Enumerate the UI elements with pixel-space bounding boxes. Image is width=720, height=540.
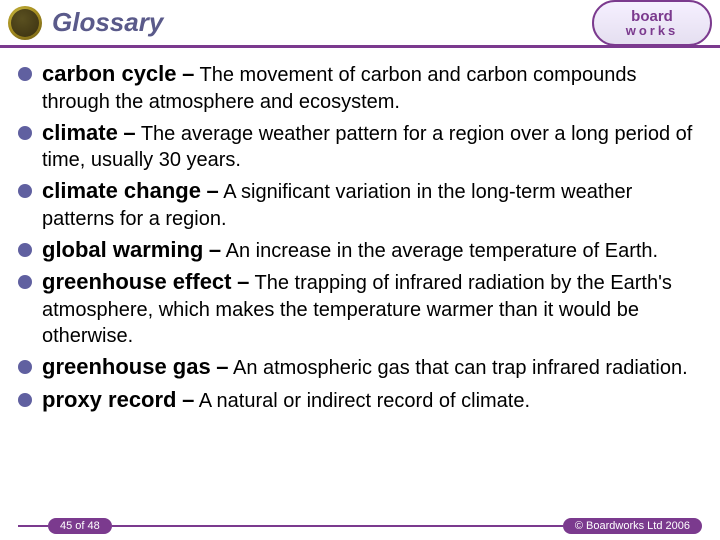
entry-text: greenhouse gas – An atmospheric gas that…	[42, 353, 688, 382]
term: proxy record	[42, 387, 177, 412]
definition: An increase in the average temperature o…	[226, 240, 658, 262]
footer-line	[18, 525, 48, 527]
term: climate	[42, 120, 118, 145]
term: global warming	[42, 237, 203, 262]
logo-text-bottom: works	[626, 24, 679, 37]
dash: –	[216, 354, 228, 379]
bullet-icon	[18, 393, 32, 407]
glossary-entry: greenhouse gas – An atmospheric gas that…	[18, 353, 702, 382]
bullet-icon	[18, 275, 32, 289]
glossary-entry: climate change – A significant variation…	[18, 177, 702, 232]
definition: A natural or indirect record of climate.	[199, 390, 530, 412]
bullet-icon	[18, 67, 32, 81]
page-number: 45 of 48	[48, 518, 112, 534]
term: carbon cycle	[42, 61, 177, 86]
glossary-entry: global warming – An increase in the aver…	[18, 236, 702, 265]
glossary-entry: greenhouse effect – The trapping of infr…	[18, 268, 702, 349]
boardworks-logo: board works	[592, 0, 712, 46]
dash: –	[182, 61, 194, 86]
glossary-entry: climate – The average weather pattern fo…	[18, 119, 702, 174]
dash: –	[209, 237, 221, 262]
header-icon	[8, 6, 42, 40]
bullet-icon	[18, 184, 32, 198]
entry-text: climate change – A significant variation…	[42, 177, 702, 232]
logo-text-top: board	[631, 9, 673, 24]
footer: 45 of 48 © Boardworks Ltd 2006	[0, 518, 720, 534]
glossary-entry: proxy record – A natural or indirect rec…	[18, 386, 702, 415]
entry-text: greenhouse effect – The trapping of infr…	[42, 268, 702, 349]
entry-text: carbon cycle – The movement of carbon an…	[42, 60, 702, 115]
glossary-entry: carbon cycle – The movement of carbon an…	[18, 60, 702, 115]
bullet-icon	[18, 243, 32, 257]
term: greenhouse gas	[42, 354, 211, 379]
dash: –	[207, 178, 219, 203]
glossary-list: carbon cycle – The movement of carbon an…	[0, 48, 720, 414]
copyright: © Boardworks Ltd 2006	[563, 518, 702, 534]
page-title: Glossary	[52, 7, 592, 38]
bullet-icon	[18, 360, 32, 374]
term: greenhouse effect	[42, 269, 232, 294]
entry-text: global warming – An increase in the aver…	[42, 236, 658, 265]
header: Glossary board works	[0, 0, 720, 48]
dash: –	[237, 269, 249, 294]
definition: The average weather pattern for a region…	[42, 123, 692, 172]
footer-line	[112, 525, 563, 527]
entry-text: climate – The average weather pattern fo…	[42, 119, 702, 174]
bullet-icon	[18, 126, 32, 140]
definition: An atmospheric gas that can trap infrare…	[233, 357, 688, 379]
entry-text: proxy record – A natural or indirect rec…	[42, 386, 530, 415]
dash: –	[182, 387, 194, 412]
term: climate change	[42, 178, 201, 203]
dash: –	[123, 120, 135, 145]
